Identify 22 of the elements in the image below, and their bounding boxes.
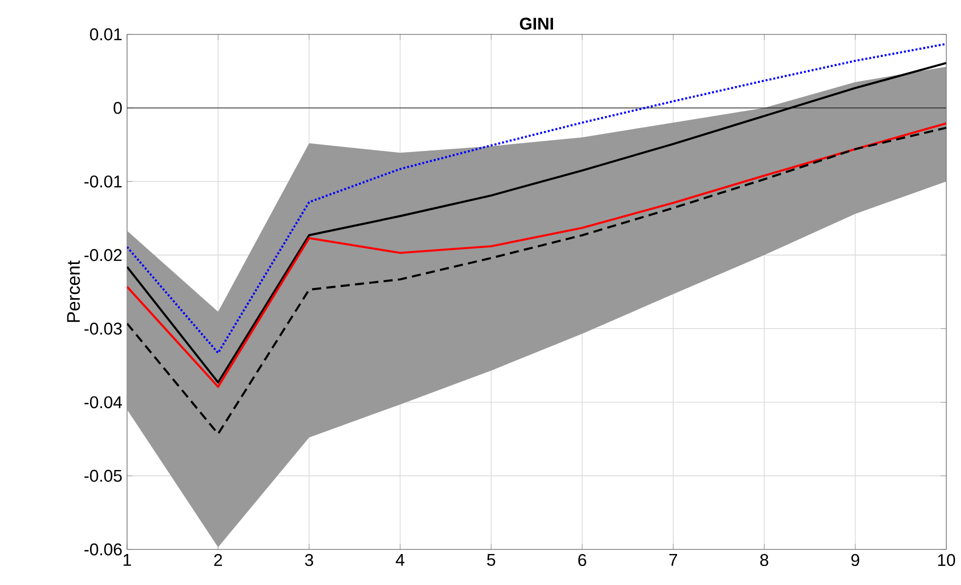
line-series <box>127 122 946 388</box>
chart-title: GINI <box>520 18 554 30</box>
y-tick-label: -0.01 <box>84 176 122 188</box>
x-tick-label: 1 <box>124 554 131 566</box>
y-axis-title: Percent <box>67 260 80 322</box>
y-tick-label: -0.04 <box>84 396 122 408</box>
x-tick-label: 2 <box>214 554 222 566</box>
x-tick-label: 6 <box>578 554 586 566</box>
line-series <box>127 126 946 436</box>
y-tick-label: -0.03 <box>84 322 122 335</box>
y-tick-label: 0 <box>114 102 122 114</box>
x-tick-label: 7 <box>669 554 678 566</box>
y-tick-label: 0.01 <box>90 28 122 40</box>
x-tick-label: 8 <box>760 554 768 566</box>
x-tick-label: 10 <box>938 554 956 566</box>
x-tick-label: 4 <box>396 554 404 566</box>
y-tick-label: -0.02 <box>84 249 122 262</box>
x-tick-label: 9 <box>851 554 860 566</box>
y-tick-label: -0.06 <box>84 544 122 556</box>
x-tick-label: 5 <box>487 554 496 566</box>
y-tick-label: -0.05 <box>84 470 122 482</box>
x-tick-label: 3 <box>305 554 314 566</box>
